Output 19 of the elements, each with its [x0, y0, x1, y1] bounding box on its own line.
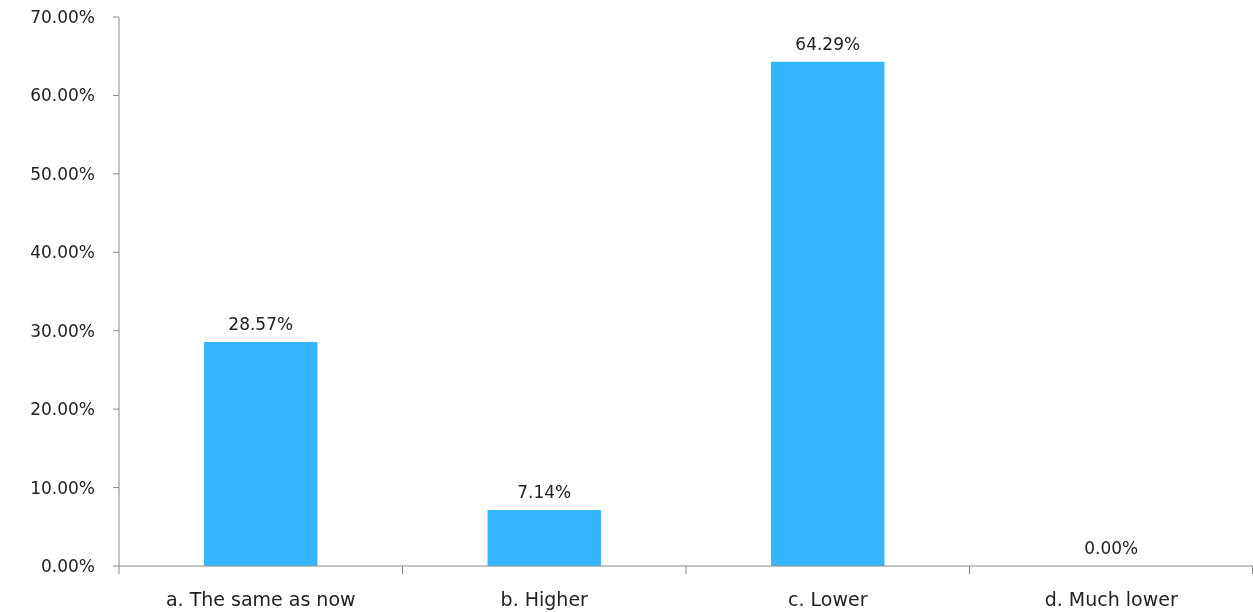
data-label: 64.29%	[795, 33, 861, 54]
y-tick-label: 40.00%	[30, 242, 95, 263]
y-tick-label: 0.00%	[40, 555, 95, 576]
x-tick-label: d. Much lower	[1044, 588, 1178, 610]
y-tick-label: 20.00%	[30, 399, 95, 420]
x-tick-label: c. Lower	[788, 588, 868, 610]
x-tick-label: b. Higher	[500, 588, 589, 610]
bar	[487, 510, 601, 566]
y-tick-label: 60.00%	[30, 85, 95, 106]
bar	[204, 341, 318, 566]
y-tick-label: 10.00%	[30, 477, 95, 498]
y-tick-label: 70.00%	[30, 6, 95, 27]
x-tick-label: a. The same as now	[165, 588, 356, 610]
data-label: 0.00%	[1084, 538, 1139, 558]
bar	[771, 61, 885, 566]
data-label: 7.14%	[517, 482, 572, 502]
y-tick-label: 50.00%	[30, 163, 95, 184]
y-tick-label: 30.00%	[30, 320, 95, 341]
data-label: 28.57%	[228, 313, 294, 334]
